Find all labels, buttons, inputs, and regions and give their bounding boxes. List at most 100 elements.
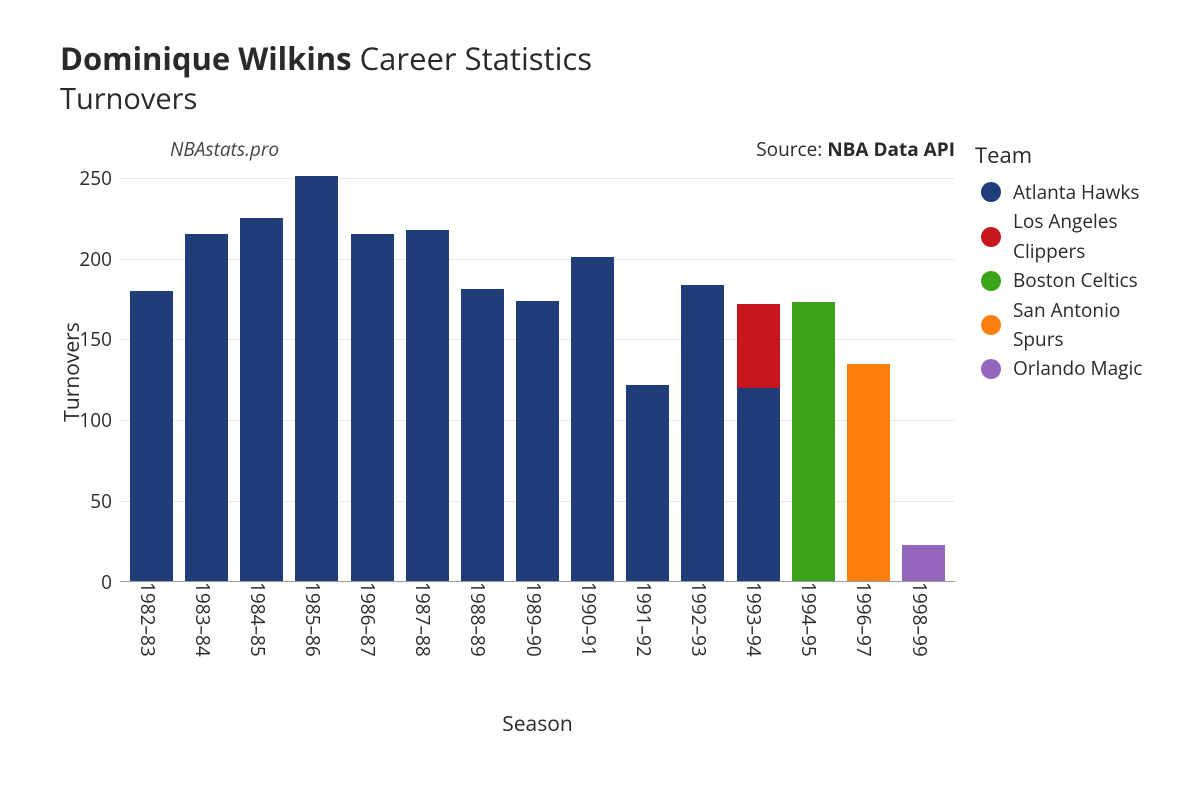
legend-swatch <box>981 271 1001 291</box>
x-tick-label: 1985–86 <box>300 582 334 657</box>
bar-stack <box>406 230 449 582</box>
bar-slot: 1991–92 <box>620 162 675 582</box>
title-suffix: Career Statistics <box>360 38 592 80</box>
x-tick-label: 1996–97 <box>851 582 885 657</box>
bar-stack <box>571 257 614 582</box>
x-tick-label: 1986–87 <box>355 582 389 657</box>
bar-stack <box>185 234 228 581</box>
legend-item: Los Angeles Clippers <box>975 207 1170 266</box>
x-tick-label: 1990–91 <box>576 582 610 657</box>
bar-segment <box>461 289 504 581</box>
legend-item: Orlando Magic <box>975 354 1170 383</box>
bar-stack <box>516 301 559 582</box>
bar-slot: 1983–84 <box>179 162 234 582</box>
x-tick-label: 1994–95 <box>796 582 830 657</box>
bar-stack <box>461 289 504 581</box>
x-tick-label: 1984–85 <box>245 582 279 657</box>
bar-segment <box>185 234 228 581</box>
bar-stack <box>130 291 173 582</box>
legend-label: Orlando Magic <box>1013 354 1142 383</box>
bar-slot: 1982–83 <box>124 162 179 582</box>
bar-stack <box>240 218 283 581</box>
bar-segment <box>681 285 724 582</box>
bar-segment <box>516 301 559 582</box>
bar-segment <box>902 545 945 582</box>
bar-segment <box>737 304 780 388</box>
legend-label: Atlanta Hawks <box>1013 178 1139 207</box>
legend-item: San Antonio Spurs <box>975 296 1170 355</box>
bar-slot: 1996–97 <box>841 162 896 582</box>
bar-segment <box>626 385 669 582</box>
chart-annotations: NBAstats.pro Source: NBA Data API <box>60 136 955 162</box>
title-line-1: Dominique Wilkins Career Statistics <box>60 40 1170 79</box>
y-tick-label: 200 <box>79 246 112 272</box>
legend-swatch <box>981 315 1001 335</box>
bar-stack <box>295 176 338 581</box>
x-tick-label: 1993–94 <box>741 582 775 657</box>
bar-stack <box>902 545 945 582</box>
x-tick-label: 1991–92 <box>631 582 665 657</box>
legend-label: Boston Celtics <box>1013 266 1138 295</box>
bar-segment <box>737 388 780 582</box>
bar-slot: 1994–95 <box>786 162 841 582</box>
bar-stack <box>626 385 669 582</box>
bar-segment <box>792 302 835 581</box>
bar-segment <box>847 364 890 582</box>
bar-slot: 1986–87 <box>345 162 400 582</box>
y-axis-title: Turnovers <box>58 322 86 421</box>
source-credit: Source: NBA Data API <box>756 136 955 162</box>
source-label: Source: <box>756 136 827 162</box>
bar-slot: 1993–94 <box>731 162 786 582</box>
legend-items: Atlanta HawksLos Angeles ClippersBoston … <box>975 178 1170 384</box>
legend-swatch <box>981 227 1001 247</box>
chart-row: NBAstats.pro Source: NBA Data API 050100… <box>60 136 1170 738</box>
chart-container: Dominique Wilkins Career Statistics Turn… <box>0 0 1200 738</box>
legend-label: Los Angeles Clippers <box>1013 207 1170 266</box>
bar-slot: 1990–91 <box>565 162 620 582</box>
legend-item: Atlanta Hawks <box>975 178 1170 207</box>
x-axis-title: Season <box>120 710 955 738</box>
legend-swatch <box>981 359 1001 379</box>
title-metric: Turnovers <box>60 79 1170 118</box>
y-tick-label: 50 <box>90 488 112 514</box>
bar-stack <box>681 285 724 582</box>
x-tick-label: 1982–83 <box>135 582 169 657</box>
x-axis-line <box>120 581 955 582</box>
x-tick-label: 1983–84 <box>190 582 224 657</box>
y-tick-label: 0 <box>101 569 112 595</box>
x-tick-label: 1987–88 <box>410 582 444 657</box>
x-tick-label: 1998–99 <box>907 582 941 657</box>
y-tick-label: 250 <box>79 165 112 191</box>
bar-stack <box>737 304 780 582</box>
bar-stack <box>847 364 890 582</box>
title-block: Dominique Wilkins Career Statistics Turn… <box>60 40 1170 118</box>
x-tick-label: 1992–93 <box>686 582 720 657</box>
bar-segment <box>351 234 394 581</box>
bar-segment <box>130 291 173 582</box>
bar-slot: 1989–90 <box>510 162 565 582</box>
bar-slot: 1984–85 <box>234 162 289 582</box>
bar-slot: 1988–89 <box>455 162 510 582</box>
bar-segment <box>240 218 283 581</box>
bar-slot: 1985–86 <box>289 162 344 582</box>
x-tick-label: 1988–89 <box>465 582 499 657</box>
title-player: Dominique Wilkins <box>60 38 352 80</box>
bar-segment <box>406 230 449 582</box>
legend-item: Boston Celtics <box>975 266 1170 295</box>
legend-label: San Antonio Spurs <box>1013 296 1170 355</box>
bar-slot: 1998–99 <box>896 162 951 582</box>
bar-segment <box>295 176 338 581</box>
bar-slot: 1992–93 <box>675 162 730 582</box>
legend-title: Team <box>975 140 1170 170</box>
bar-segment <box>571 257 614 582</box>
legend: Team Atlanta HawksLos Angeles ClippersBo… <box>975 136 1170 384</box>
site-credit: NBAstats.pro <box>170 136 279 162</box>
plot-area: 050100150200250 1982–831983–841984–85198… <box>120 162 955 582</box>
bar-slot: 1987–88 <box>400 162 455 582</box>
source-name: NBA Data API <box>827 136 955 162</box>
bar-stack <box>351 234 394 581</box>
legend-swatch <box>981 182 1001 202</box>
bar-stack <box>792 302 835 581</box>
chart-wrap: NBAstats.pro Source: NBA Data API 050100… <box>60 136 955 738</box>
x-tick-label: 1989–90 <box>521 582 555 657</box>
